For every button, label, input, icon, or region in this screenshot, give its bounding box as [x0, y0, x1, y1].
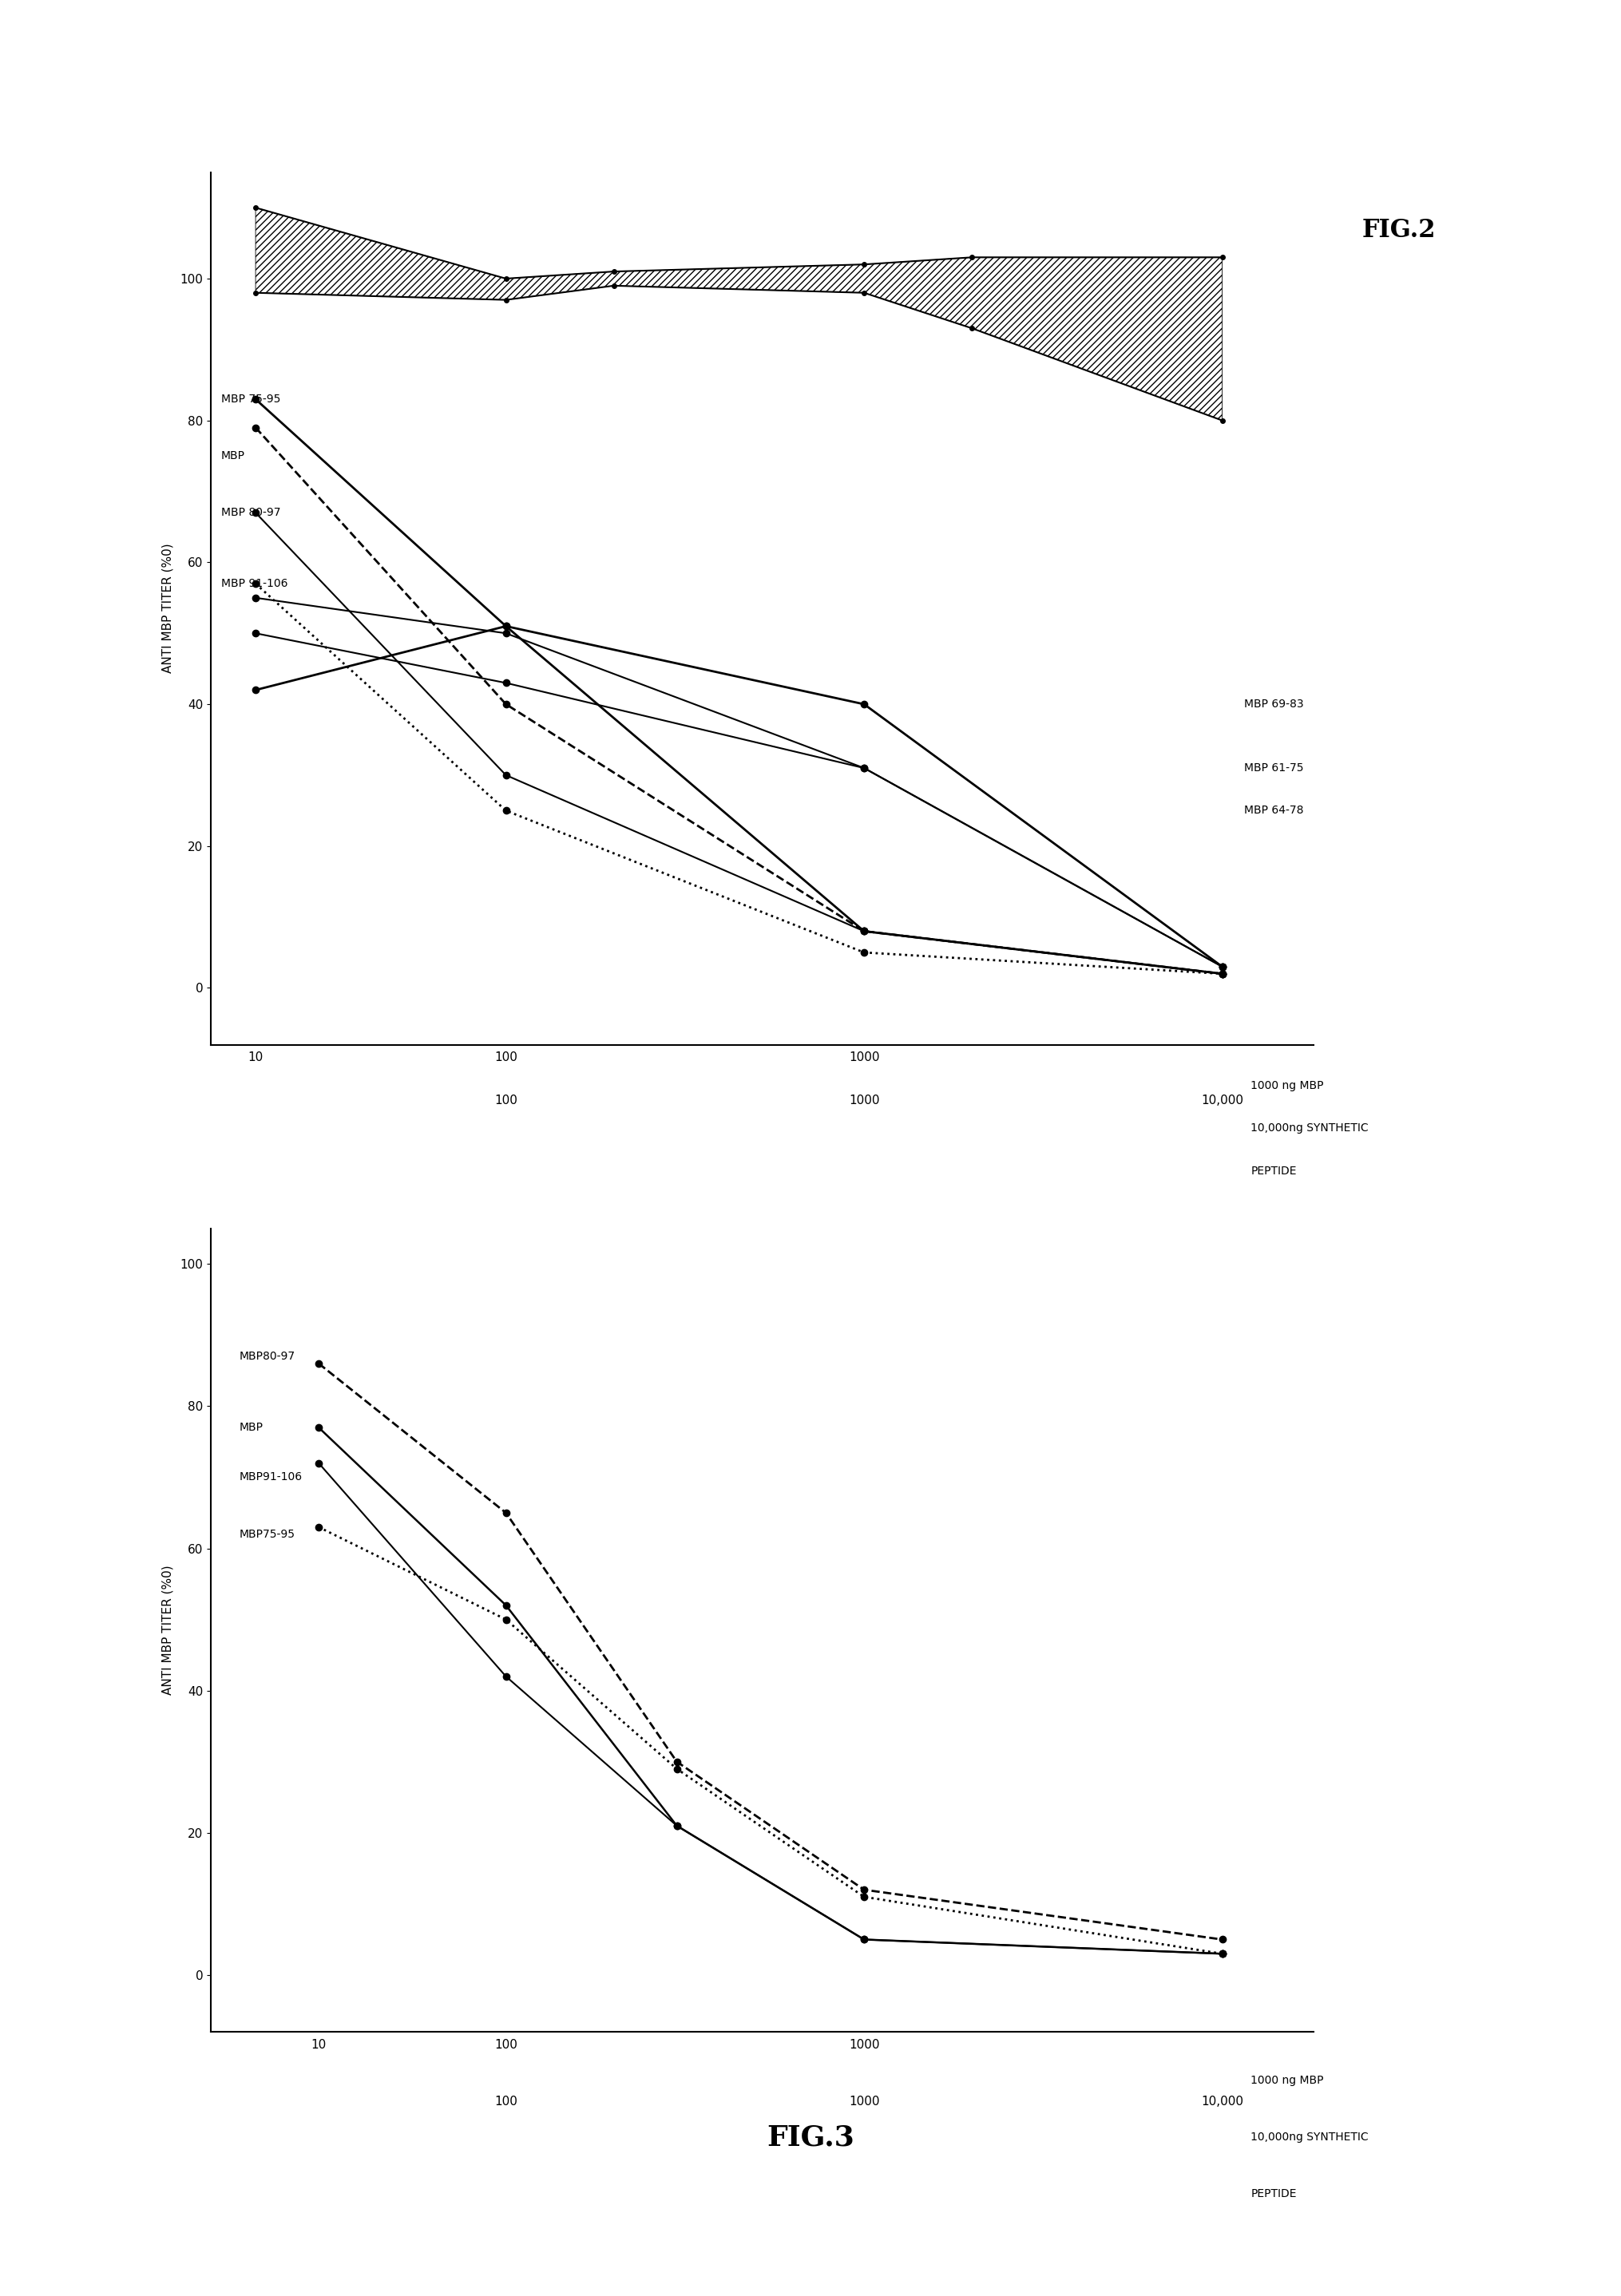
Y-axis label: ANTI MBP TITER (%0): ANTI MBP TITER (%0) — [162, 544, 173, 673]
Text: MBP80-97: MBP80-97 — [238, 1350, 295, 1362]
Text: MBP 91-106: MBP 91-106 — [220, 579, 287, 590]
Text: PEPTIDE: PEPTIDE — [1250, 2188, 1295, 2200]
Text: MBP: MBP — [238, 1421, 263, 1433]
Text: MBP91-106: MBP91-106 — [238, 1472, 302, 1483]
Text: MBP 80-97: MBP 80-97 — [220, 507, 280, 519]
Text: PEPTIDE: PEPTIDE — [1250, 1166, 1295, 1176]
Text: 100: 100 — [494, 2096, 517, 2108]
Text: 1000 ng MBP: 1000 ng MBP — [1250, 1079, 1323, 1091]
Text: 10,000: 10,000 — [1201, 2096, 1243, 2108]
Text: 1000 ng MBP: 1000 ng MBP — [1250, 2076, 1323, 2085]
Text: MBP 61-75: MBP 61-75 — [1243, 762, 1303, 774]
Text: FIG.2: FIG.2 — [1362, 218, 1436, 243]
Text: 10,000ng SYNTHETIC: 10,000ng SYNTHETIC — [1250, 1123, 1368, 1134]
Text: MBP 64-78: MBP 64-78 — [1243, 806, 1303, 815]
Text: MBP75-95: MBP75-95 — [238, 1529, 295, 1541]
Text: 10,000ng SYNTHETIC: 10,000ng SYNTHETIC — [1250, 2131, 1368, 2142]
Text: FIG.3: FIG.3 — [767, 2124, 854, 2151]
Y-axis label: ANTI MBP TITER (%0): ANTI MBP TITER (%0) — [162, 1566, 173, 1694]
Text: 100: 100 — [494, 1095, 517, 1107]
Text: MBP 75-95: MBP 75-95 — [220, 393, 280, 404]
Text: 10: 10 — [311, 2039, 326, 2050]
Text: 1000: 1000 — [848, 1095, 879, 1107]
Text: 100: 100 — [494, 1052, 517, 1063]
Text: 1000: 1000 — [848, 1052, 879, 1063]
Text: 1000: 1000 — [848, 2039, 879, 2050]
Text: MBP 69-83: MBP 69-83 — [1243, 698, 1303, 709]
Text: 1000: 1000 — [848, 2096, 879, 2108]
Text: 10: 10 — [248, 1052, 263, 1063]
Text: MBP: MBP — [220, 450, 245, 461]
Text: 100: 100 — [494, 2039, 517, 2050]
Text: 10,000: 10,000 — [1201, 1095, 1243, 1107]
